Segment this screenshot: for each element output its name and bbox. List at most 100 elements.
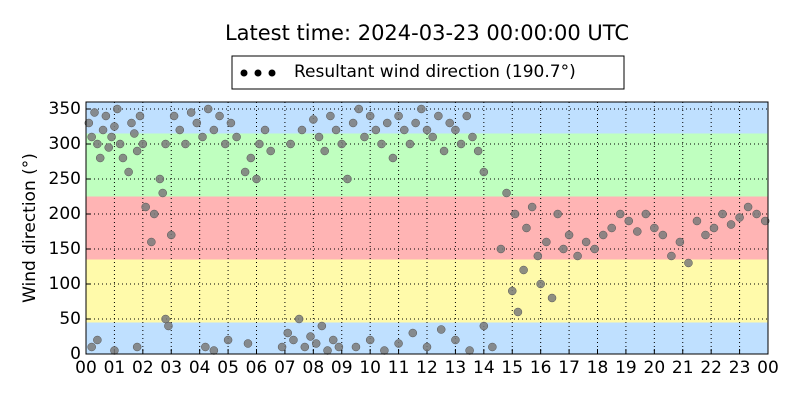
data-point: [752, 209, 761, 219]
data-point: [317, 321, 327, 331]
data-point: [348, 118, 358, 128]
y-tick-label: 350: [49, 99, 81, 119]
data-point: [232, 132, 241, 142]
data-point: [559, 244, 568, 254]
x-tick-label: 00: [757, 358, 779, 378]
data-point: [709, 223, 719, 233]
data-point: [527, 202, 537, 212]
data-point: [161, 314, 170, 324]
data-point: [615, 209, 625, 219]
data-point: [320, 146, 329, 156]
data-point: [87, 132, 96, 142]
data-point: [93, 139, 102, 149]
data-point: [141, 202, 150, 212]
data-point: [93, 335, 102, 345]
data-point: [209, 125, 219, 135]
data-point: [138, 139, 148, 149]
data-point: [502, 188, 511, 198]
data-point: [388, 153, 398, 163]
data-point: [175, 125, 185, 135]
data-point: [326, 111, 335, 121]
data-point: [564, 230, 574, 240]
data-point: [508, 286, 517, 296]
data-point: [169, 111, 179, 121]
data-point: [306, 332, 315, 341]
data-point: [101, 111, 111, 121]
data-point: [451, 335, 460, 345]
data-point: [127, 118, 136, 128]
data-point: [451, 125, 460, 135]
data-point: [226, 118, 236, 128]
data-point: [147, 237, 156, 247]
data-point: [104, 143, 113, 152]
data-point: [115, 139, 125, 149]
data-point: [255, 139, 264, 149]
data-point: [360, 132, 369, 142]
x-tick-label: 07: [274, 358, 296, 378]
data-point: [445, 118, 454, 128]
data-point: [533, 251, 543, 261]
x-tick-label: 09: [331, 358, 353, 378]
data-point: [456, 139, 466, 149]
plot-background: [86, 102, 768, 354]
data-point: [161, 139, 170, 149]
y-tick-label: 100: [49, 274, 81, 294]
legend-box: [231, 55, 625, 90]
data-point: [400, 125, 409, 135]
data-point: [522, 223, 531, 233]
x-tick-label: 04: [189, 358, 211, 378]
data-point: [479, 167, 489, 177]
data-point: [422, 342, 432, 352]
y-axis-label: Wind direction (°): [20, 153, 40, 303]
data-point: [246, 153, 256, 163]
data-point: [198, 132, 207, 142]
chart-title: Latest time: 2024-03-23 00:00:00 UTC: [225, 21, 629, 45]
data-point: [692, 216, 702, 226]
data-point: [220, 139, 230, 149]
x-tick-label: 20: [644, 358, 666, 378]
data-point: [735, 213, 744, 222]
data-point: [289, 335, 298, 345]
data-point: [408, 328, 418, 338]
data-point: [90, 108, 99, 117]
legend-marker: [254, 69, 262, 77]
data-point: [297, 125, 307, 135]
data-point: [590, 244, 599, 254]
data-point: [124, 167, 133, 177]
data-point: [107, 132, 116, 142]
data-point: [479, 321, 489, 331]
x-tick-label: 17: [558, 358, 580, 378]
data-point: [624, 216, 634, 226]
data-point: [311, 339, 321, 348]
x-tick-label: 06: [246, 358, 268, 378]
x-tick-label: 23: [729, 358, 751, 378]
data-point: [132, 342, 142, 352]
data-point: [203, 104, 213, 114]
data-point: [130, 129, 139, 138]
data-point: [439, 146, 449, 156]
data-point: [382, 118, 392, 128]
data-point: [314, 132, 324, 142]
data-point: [581, 237, 591, 247]
y-tick-label: 250: [49, 169, 81, 189]
data-point: [760, 216, 770, 226]
data-point: [547, 293, 557, 303]
data-point: [553, 209, 562, 219]
data-point: [650, 223, 659, 233]
x-tick-label: 18: [587, 358, 609, 378]
data-point: [473, 146, 483, 156]
data-point: [209, 346, 219, 355]
data-point: [201, 342, 210, 352]
data-point: [513, 307, 523, 317]
x-tick-label: 19: [615, 358, 637, 378]
data-point: [411, 118, 420, 128]
data-point: [286, 139, 295, 149]
x-tick-label: 22: [700, 358, 722, 378]
data-point: [743, 202, 753, 212]
data-point: [266, 146, 275, 156]
data-point: [422, 125, 432, 135]
data-point: [149, 209, 159, 219]
data-point: [337, 139, 346, 149]
data-point: [488, 342, 497, 352]
